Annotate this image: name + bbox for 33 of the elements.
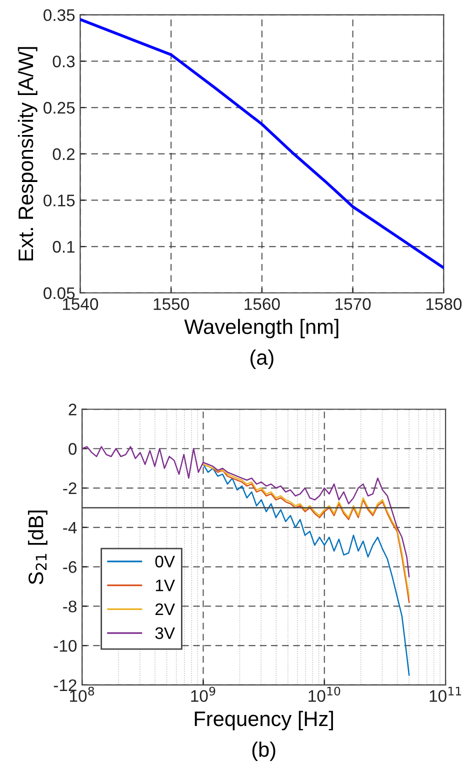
y-tick-label: 0	[68, 443, 77, 455]
legend-label: 0V	[155, 556, 175, 568]
y-tick-label: 0.3	[52, 56, 75, 68]
text: (a)	[250, 350, 274, 369]
y-tick-label: -8	[63, 600, 76, 612]
y-tick-label: 0.25	[44, 102, 75, 114]
y-tick-label: -6	[63, 561, 76, 573]
y-tick-label: 0.2	[52, 148, 75, 160]
legend-label: 2V	[155, 603, 175, 616]
x-tick-label: 1560	[244, 298, 280, 310]
x-tick-label: 10$^{11}$	[430, 686, 462, 702]
x-tick-label: 1550	[154, 298, 189, 310]
x-tick-label: 1580	[426, 298, 462, 310]
y-tick-label: -4	[63, 522, 77, 534]
x-tick-label: 10$^{9}$	[191, 686, 216, 702]
y-tick-label: -2	[63, 482, 76, 494]
y-axis-title: Ext. Responsivity [A/W]	[18, 47, 38, 260]
y-tick-label: 2	[68, 404, 76, 416]
legend-label: 1V	[156, 580, 175, 592]
y-tick-label: -10	[54, 640, 77, 652]
x-axis-title: Frequency [Hz]	[194, 710, 333, 730]
x-tick-label: 1540	[62, 298, 98, 310]
y-axis-title: S$_{21}$ [dB]	[28, 510, 48, 584]
y-tick-label: 0.05	[44, 287, 75, 300]
x-tick-label: 1570	[336, 298, 371, 310]
y-tick-label: 0.1	[52, 240, 75, 253]
legend-label: 3V	[155, 627, 175, 640]
text: (b)	[252, 742, 276, 762]
x-tick-label: 10$^{10}$	[308, 686, 340, 702]
x-axis-title: Wavelength [nm]	[184, 318, 338, 338]
line-series	[80, 18, 444, 270]
y-tick-label: 0.35	[44, 9, 75, 22]
y-tick-label: 0.15	[44, 194, 75, 206]
